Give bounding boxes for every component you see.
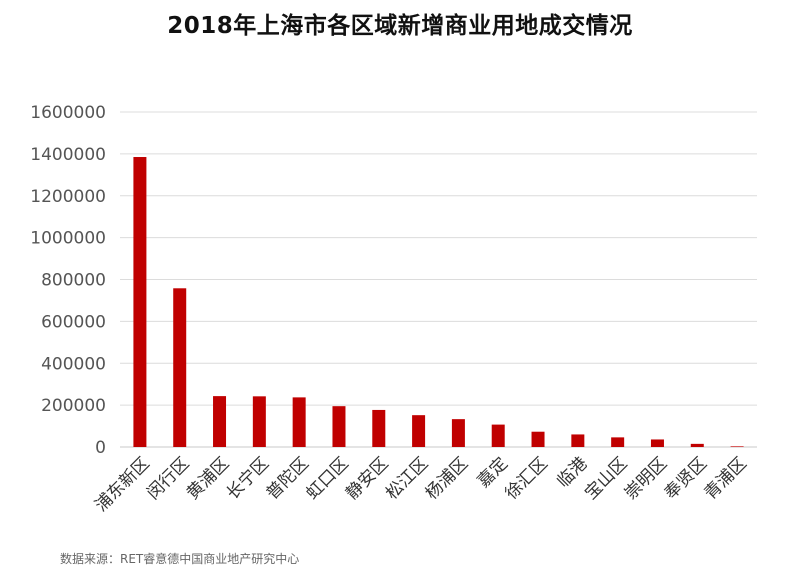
- x-tick-label: 青浦区: [701, 454, 751, 504]
- y-tick-label: 600000: [41, 312, 106, 332]
- bar: [412, 415, 426, 447]
- bar: [252, 396, 266, 447]
- data-source-note: 数据来源：RET睿意德中国商业地产研究中心: [60, 552, 300, 566]
- bar: [571, 434, 585, 447]
- y-tick-label: 1200000: [30, 187, 106, 207]
- y-tick-label: 200000: [41, 396, 106, 416]
- y-axis-tick-labels: 0 200000 400000 600000 800000 1000000 1200000 1…: [30, 103, 106, 458]
- bar: [650, 439, 664, 447]
- y-tick-label: 1000000: [30, 229, 106, 249]
- bar: [531, 431, 545, 447]
- bar: [332, 406, 346, 447]
- y-tick-label: 800000: [41, 271, 106, 291]
- bar: [690, 443, 704, 447]
- x-tick-label: 虹口区: [303, 454, 353, 504]
- bar: [173, 288, 187, 447]
- gridlines: [120, 111, 757, 448]
- x-tick-label: 黄浦区: [183, 454, 233, 504]
- x-tick-label: 奉贤区: [661, 454, 711, 504]
- x-tick-label: 静安区: [342, 454, 392, 504]
- bar: [611, 437, 625, 447]
- bar: [730, 446, 744, 447]
- x-tick-label: 杨浦区: [422, 454, 472, 504]
- x-tick-label: 长宁区: [223, 454, 273, 504]
- y-tick-label: 0: [95, 438, 106, 458]
- x-tick-label: 闵行区: [143, 454, 193, 504]
- bar: [451, 419, 465, 447]
- bar: [491, 424, 505, 447]
- bar: [372, 409, 386, 447]
- x-tick-label: 宝山区: [581, 454, 631, 504]
- bar: [213, 396, 227, 447]
- bars: [133, 157, 744, 447]
- y-tick-label: 400000: [41, 354, 106, 374]
- x-tick-label: 崇明区: [621, 454, 671, 504]
- x-tick-label: 普陀区: [263, 454, 313, 504]
- x-tick-label: 浦东新区: [91, 454, 153, 516]
- y-tick-label: 1600000: [30, 103, 106, 123]
- x-tick-label: 徐汇区: [502, 454, 552, 504]
- y-tick-label: 1400000: [30, 145, 106, 165]
- chart-title: 2018年上海市各区域新增商业用地成交情况: [167, 13, 633, 39]
- bar: [292, 397, 306, 447]
- bar: [133, 157, 147, 447]
- x-tick-label: 松江区: [382, 454, 432, 504]
